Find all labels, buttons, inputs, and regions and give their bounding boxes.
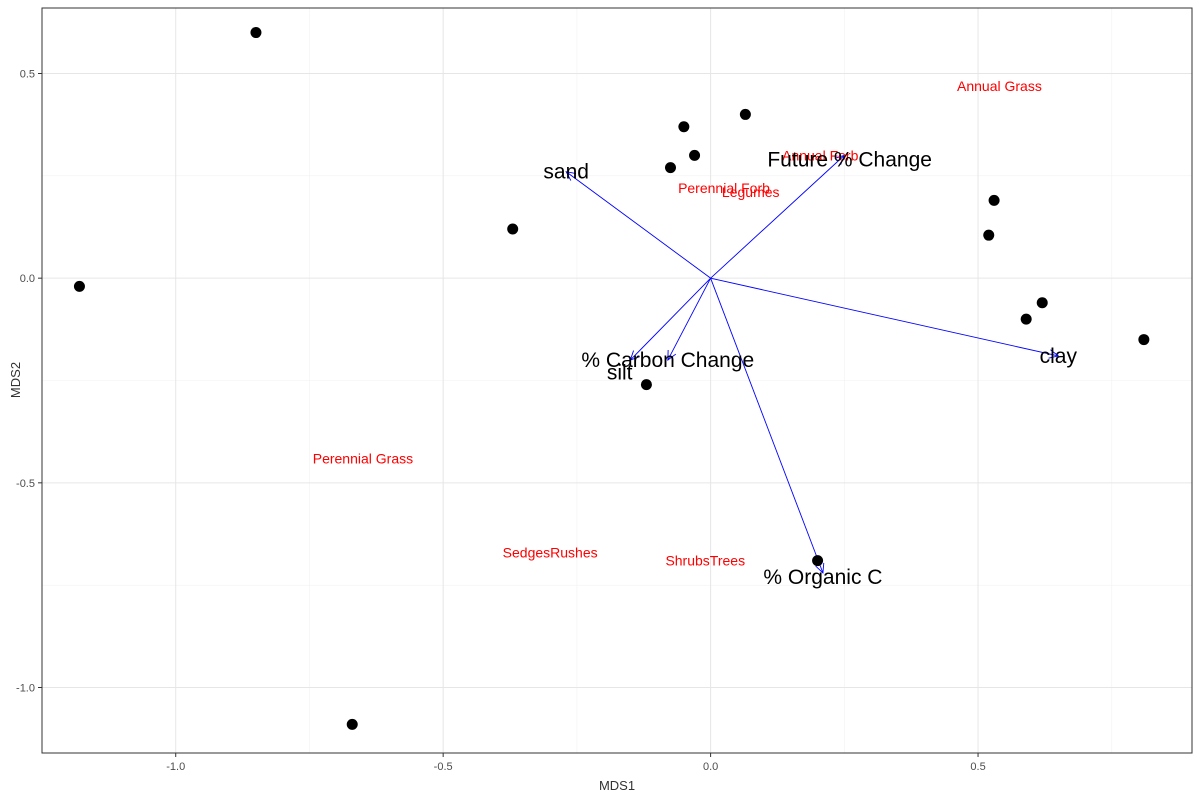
vector-arrow-future-change	[710, 155, 845, 279]
y-tick-label: 0.0	[20, 273, 35, 285]
vector-label: clay	[1040, 345, 1078, 368]
site-point	[988, 194, 1000, 206]
vector-arrowhead	[667, 350, 677, 361]
x-axis-title: MDS1	[599, 778, 635, 793]
vector-arrowhead	[815, 562, 825, 574]
vector-label: % Organic C	[763, 566, 882, 589]
site-point	[664, 162, 676, 174]
species-label: Perennial Grass	[313, 450, 413, 466]
species-label: ShrubsTrees	[665, 553, 745, 569]
vector-label: silt	[607, 361, 633, 384]
site-points	[73, 27, 1150, 730]
vector-arrow-clay	[710, 277, 1059, 357]
vector-arrowhead	[629, 350, 640, 361]
site-point	[812, 555, 824, 567]
species-label: SedgesRushes	[503, 544, 598, 560]
y-tick-label: -0.5	[16, 478, 35, 490]
vector-arrowhead	[1048, 349, 1060, 359]
y-axis-title: MDS2	[8, 362, 23, 398]
species-labels: Annual Grass Annual Forb Perennial ForbLeg…	[313, 78, 1042, 569]
vector-label: % Carbon Change	[581, 349, 754, 372]
major-grid	[42, 8, 1192, 753]
x-tick-label: -0.5	[434, 761, 453, 773]
site-point	[640, 379, 652, 391]
species-label: Perennial Forb	[678, 180, 770, 196]
site-point	[346, 718, 358, 730]
vector-labels: sand Future % Change clay % Carbon Changesi…	[543, 148, 1077, 589]
vector-arrow-silt	[630, 277, 711, 361]
vector-arrow-sand	[565, 171, 711, 279]
x-tick-label: -1.0	[166, 761, 185, 773]
species-label: Annual Forb	[782, 147, 858, 163]
site-point	[983, 229, 995, 241]
vector-arrowhead	[565, 171, 577, 181]
y-tick-label: 0.5	[20, 68, 35, 80]
vector-label: Future % Change	[767, 148, 932, 171]
vector-arrowhead	[834, 154, 846, 165]
vector-arrow-organic-c	[710, 278, 824, 574]
species-label: Annual Grass	[957, 78, 1042, 94]
y-axis-ticks: -1.0 -0.5 0.0 0.5	[16, 68, 42, 695]
site-point	[689, 149, 701, 161]
x-tick-label: 0.0	[703, 761, 718, 773]
environmental-vectors	[565, 154, 1060, 574]
x-tick-label: 0.5	[970, 761, 985, 773]
site-point	[1020, 313, 1032, 325]
species-label: Legumes	[722, 184, 780, 200]
site-point	[739, 108, 751, 120]
y-tick-label: -1.0	[16, 683, 35, 695]
vector-label: sand	[543, 161, 589, 184]
vector-arrow-carbon-change	[667, 277, 712, 361]
site-point	[1036, 297, 1048, 309]
site-point	[250, 27, 262, 39]
site-point	[73, 280, 85, 292]
x-axis-ticks: -1.0 -0.5 0.0 0.5	[166, 753, 986, 773]
plot-panel-border	[41, 7, 1193, 754]
site-point	[1138, 334, 1150, 346]
site-point	[678, 121, 690, 133]
site-point	[507, 223, 519, 235]
